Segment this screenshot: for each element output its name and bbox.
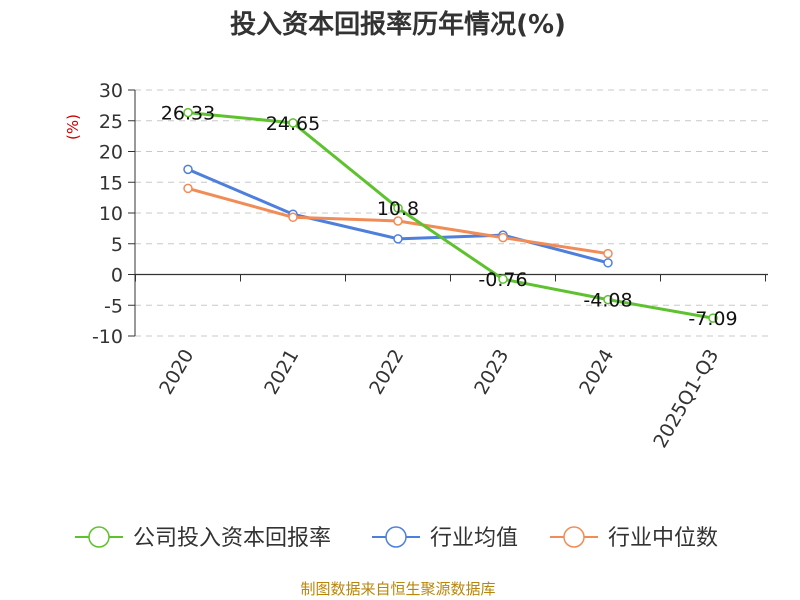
y-tick-label: 25 xyxy=(99,111,123,133)
series-layer xyxy=(183,107,718,323)
source-note: 制图数据来自恒生聚源数据库 xyxy=(300,580,495,598)
legend-label: 行业中位数 xyxy=(608,526,718,551)
y-tick-label: 20 xyxy=(99,142,123,164)
legend-marker xyxy=(385,526,407,548)
series-point xyxy=(603,294,613,305)
chart-title: 投入资本回报率历年情况(%) xyxy=(230,9,566,40)
data-label: 24.65 xyxy=(266,113,320,135)
y-tick-label: 10 xyxy=(99,203,123,225)
legend-marker xyxy=(88,526,110,548)
data-label: 10.8 xyxy=(377,198,419,220)
series-point xyxy=(183,107,193,118)
legend: 公司投入资本回报率 行业均值 行业中位数 xyxy=(75,526,718,551)
y-tick-label: -5 xyxy=(104,295,123,317)
series-point xyxy=(708,313,718,323)
y-tick-label: -10 xyxy=(92,326,123,348)
series-point xyxy=(498,232,508,243)
series-point xyxy=(603,258,613,268)
legend-marker xyxy=(563,526,585,548)
data-labels: 26.33 24.65 10.8 -0.76 -4.08 -7.09 xyxy=(161,103,738,331)
series-point xyxy=(183,164,193,175)
data-label: -0.76 xyxy=(478,269,527,291)
y-tick-label: 5 xyxy=(111,234,123,256)
axes: 30 25 20 15 10 5 0 -5 -10 2020 2021 2022 2023 2024 202… xyxy=(92,80,768,452)
series-point xyxy=(288,118,298,128)
x-tick-label: 2025Q1-Q3 xyxy=(649,346,723,452)
y-axis-unit-label: (%) xyxy=(64,114,82,140)
series-point xyxy=(603,248,613,259)
y-tick-label: 0 xyxy=(111,265,123,287)
series-point xyxy=(393,234,403,244)
series-point xyxy=(288,212,298,223)
series-point xyxy=(393,216,403,226)
series-line xyxy=(187,111,714,320)
series-point xyxy=(498,274,508,284)
series-point xyxy=(183,183,193,194)
data-label: 26.33 xyxy=(161,103,215,125)
series-point xyxy=(393,203,403,213)
x-tick-label: 2024 xyxy=(575,346,618,399)
y-tick-label: 15 xyxy=(99,172,123,194)
data-label: -4.08 xyxy=(583,290,632,312)
y-tick-label: 30 xyxy=(99,80,123,102)
x-tick-label: 2022 xyxy=(365,346,408,399)
data-label: -7.09 xyxy=(688,308,737,330)
legend-label: 行业均值 xyxy=(430,526,518,551)
x-tick-label: 2021 xyxy=(260,346,303,399)
legend-label: 公司投入资本回报率 xyxy=(133,526,331,551)
x-tick-label: 2023 xyxy=(470,346,513,399)
x-tick-label: 2020 xyxy=(155,346,198,399)
gridlines xyxy=(135,89,768,337)
